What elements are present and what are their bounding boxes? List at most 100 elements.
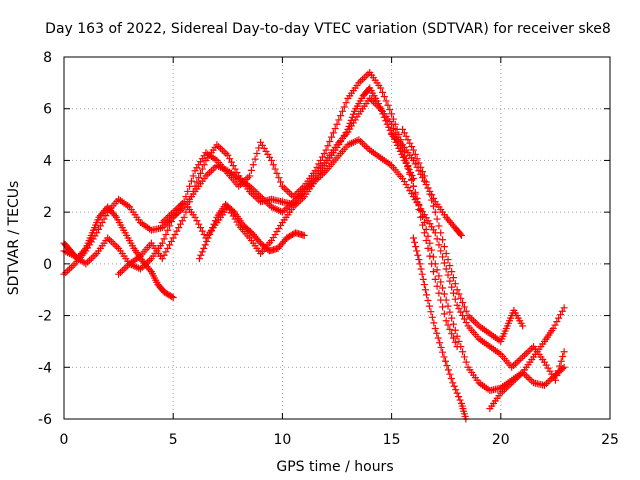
data-point [180, 213, 188, 221]
data-point [434, 334, 442, 342]
data-point [267, 156, 275, 164]
x-tick-label: 15 [383, 432, 401, 448]
data-point [440, 353, 448, 361]
data-point [111, 212, 119, 220]
data-point [429, 253, 437, 261]
data-point [382, 97, 390, 105]
data-point [386, 126, 394, 134]
data-point [459, 348, 467, 356]
series-track-6 [195, 200, 308, 263]
data-point [409, 146, 417, 154]
data-point [459, 299, 467, 307]
data-point [160, 235, 168, 243]
series-track-5 [158, 136, 568, 384]
chart-title: Day 163 of 2022, Sidereal Day-to-day VTE… [45, 21, 611, 37]
data-point [443, 362, 451, 370]
data-point [433, 266, 441, 274]
data-point [460, 353, 468, 361]
data-point [210, 220, 218, 228]
data-point [560, 348, 568, 356]
data-point [379, 88, 386, 96]
data-point [271, 165, 279, 173]
data-point [269, 161, 277, 169]
data-point [451, 338, 459, 346]
data-marks [60, 69, 568, 423]
data-point [448, 330, 456, 338]
data-point [554, 367, 562, 375]
data-point [435, 272, 443, 280]
y-tick-label: 6 [43, 102, 52, 118]
data-point [167, 218, 175, 226]
data-point [402, 158, 410, 166]
data-point [168, 293, 176, 301]
data-point [203, 237, 211, 245]
data-point [418, 270, 426, 278]
data-point [439, 348, 447, 356]
data-point [553, 371, 561, 379]
data-point [422, 237, 430, 245]
data-point [460, 303, 468, 311]
data-point [322, 146, 330, 154]
data-point [206, 231, 214, 239]
data-point [200, 244, 208, 252]
data-point [415, 256, 423, 264]
data-point [413, 247, 421, 255]
data-point [457, 294, 465, 302]
data-point [446, 277, 454, 285]
data-point [451, 326, 459, 334]
data-point [275, 174, 283, 182]
y-tick-label: 4 [43, 153, 52, 169]
data-point [439, 253, 447, 261]
data-point [200, 161, 208, 169]
tick-labels: 0 5 10 15 20 25 -6 -4 -2 0 2 4 6 8 [38, 50, 619, 448]
data-point [428, 313, 436, 321]
data-point [415, 159, 423, 167]
data-point [209, 224, 217, 232]
data-point [420, 229, 428, 237]
data-point [456, 396, 464, 404]
data-point [444, 271, 452, 279]
data-point [335, 116, 343, 124]
data-point [453, 286, 461, 294]
data-point [419, 275, 427, 283]
data-point [437, 296, 445, 304]
x-tick-label: 0 [60, 432, 69, 448]
data-point [449, 320, 457, 328]
data-point [273, 169, 281, 177]
y-axis-label: SDTVAR / TECUs [6, 181, 22, 296]
data-point [329, 129, 337, 137]
data-point [400, 152, 408, 160]
data-point [435, 289, 443, 297]
data-point [444, 302, 452, 310]
data-point [437, 247, 445, 255]
data-point [424, 296, 432, 304]
data-point [455, 337, 463, 345]
data-point [433, 235, 441, 243]
data-point [146, 266, 154, 274]
data-point [433, 282, 441, 290]
data-point [166, 222, 174, 230]
data-point [388, 120, 396, 128]
data-point [440, 290, 448, 298]
data-point [428, 260, 436, 268]
data-point [437, 278, 445, 286]
x-tick-label: 20 [492, 432, 510, 448]
data-point [446, 308, 454, 316]
data-point [409, 234, 417, 242]
data-point [455, 393, 463, 401]
data-point [462, 307, 470, 315]
data-point [431, 325, 439, 332]
data-point [324, 142, 332, 150]
data-point [436, 339, 444, 347]
data-point [384, 101, 392, 109]
data-point [435, 222, 443, 230]
data-point [423, 291, 431, 299]
data-point [187, 177, 195, 185]
data-point [424, 244, 432, 252]
data-point [162, 231, 170, 239]
data-point [433, 329, 441, 337]
data-point [440, 259, 448, 267]
data-point [246, 172, 254, 180]
